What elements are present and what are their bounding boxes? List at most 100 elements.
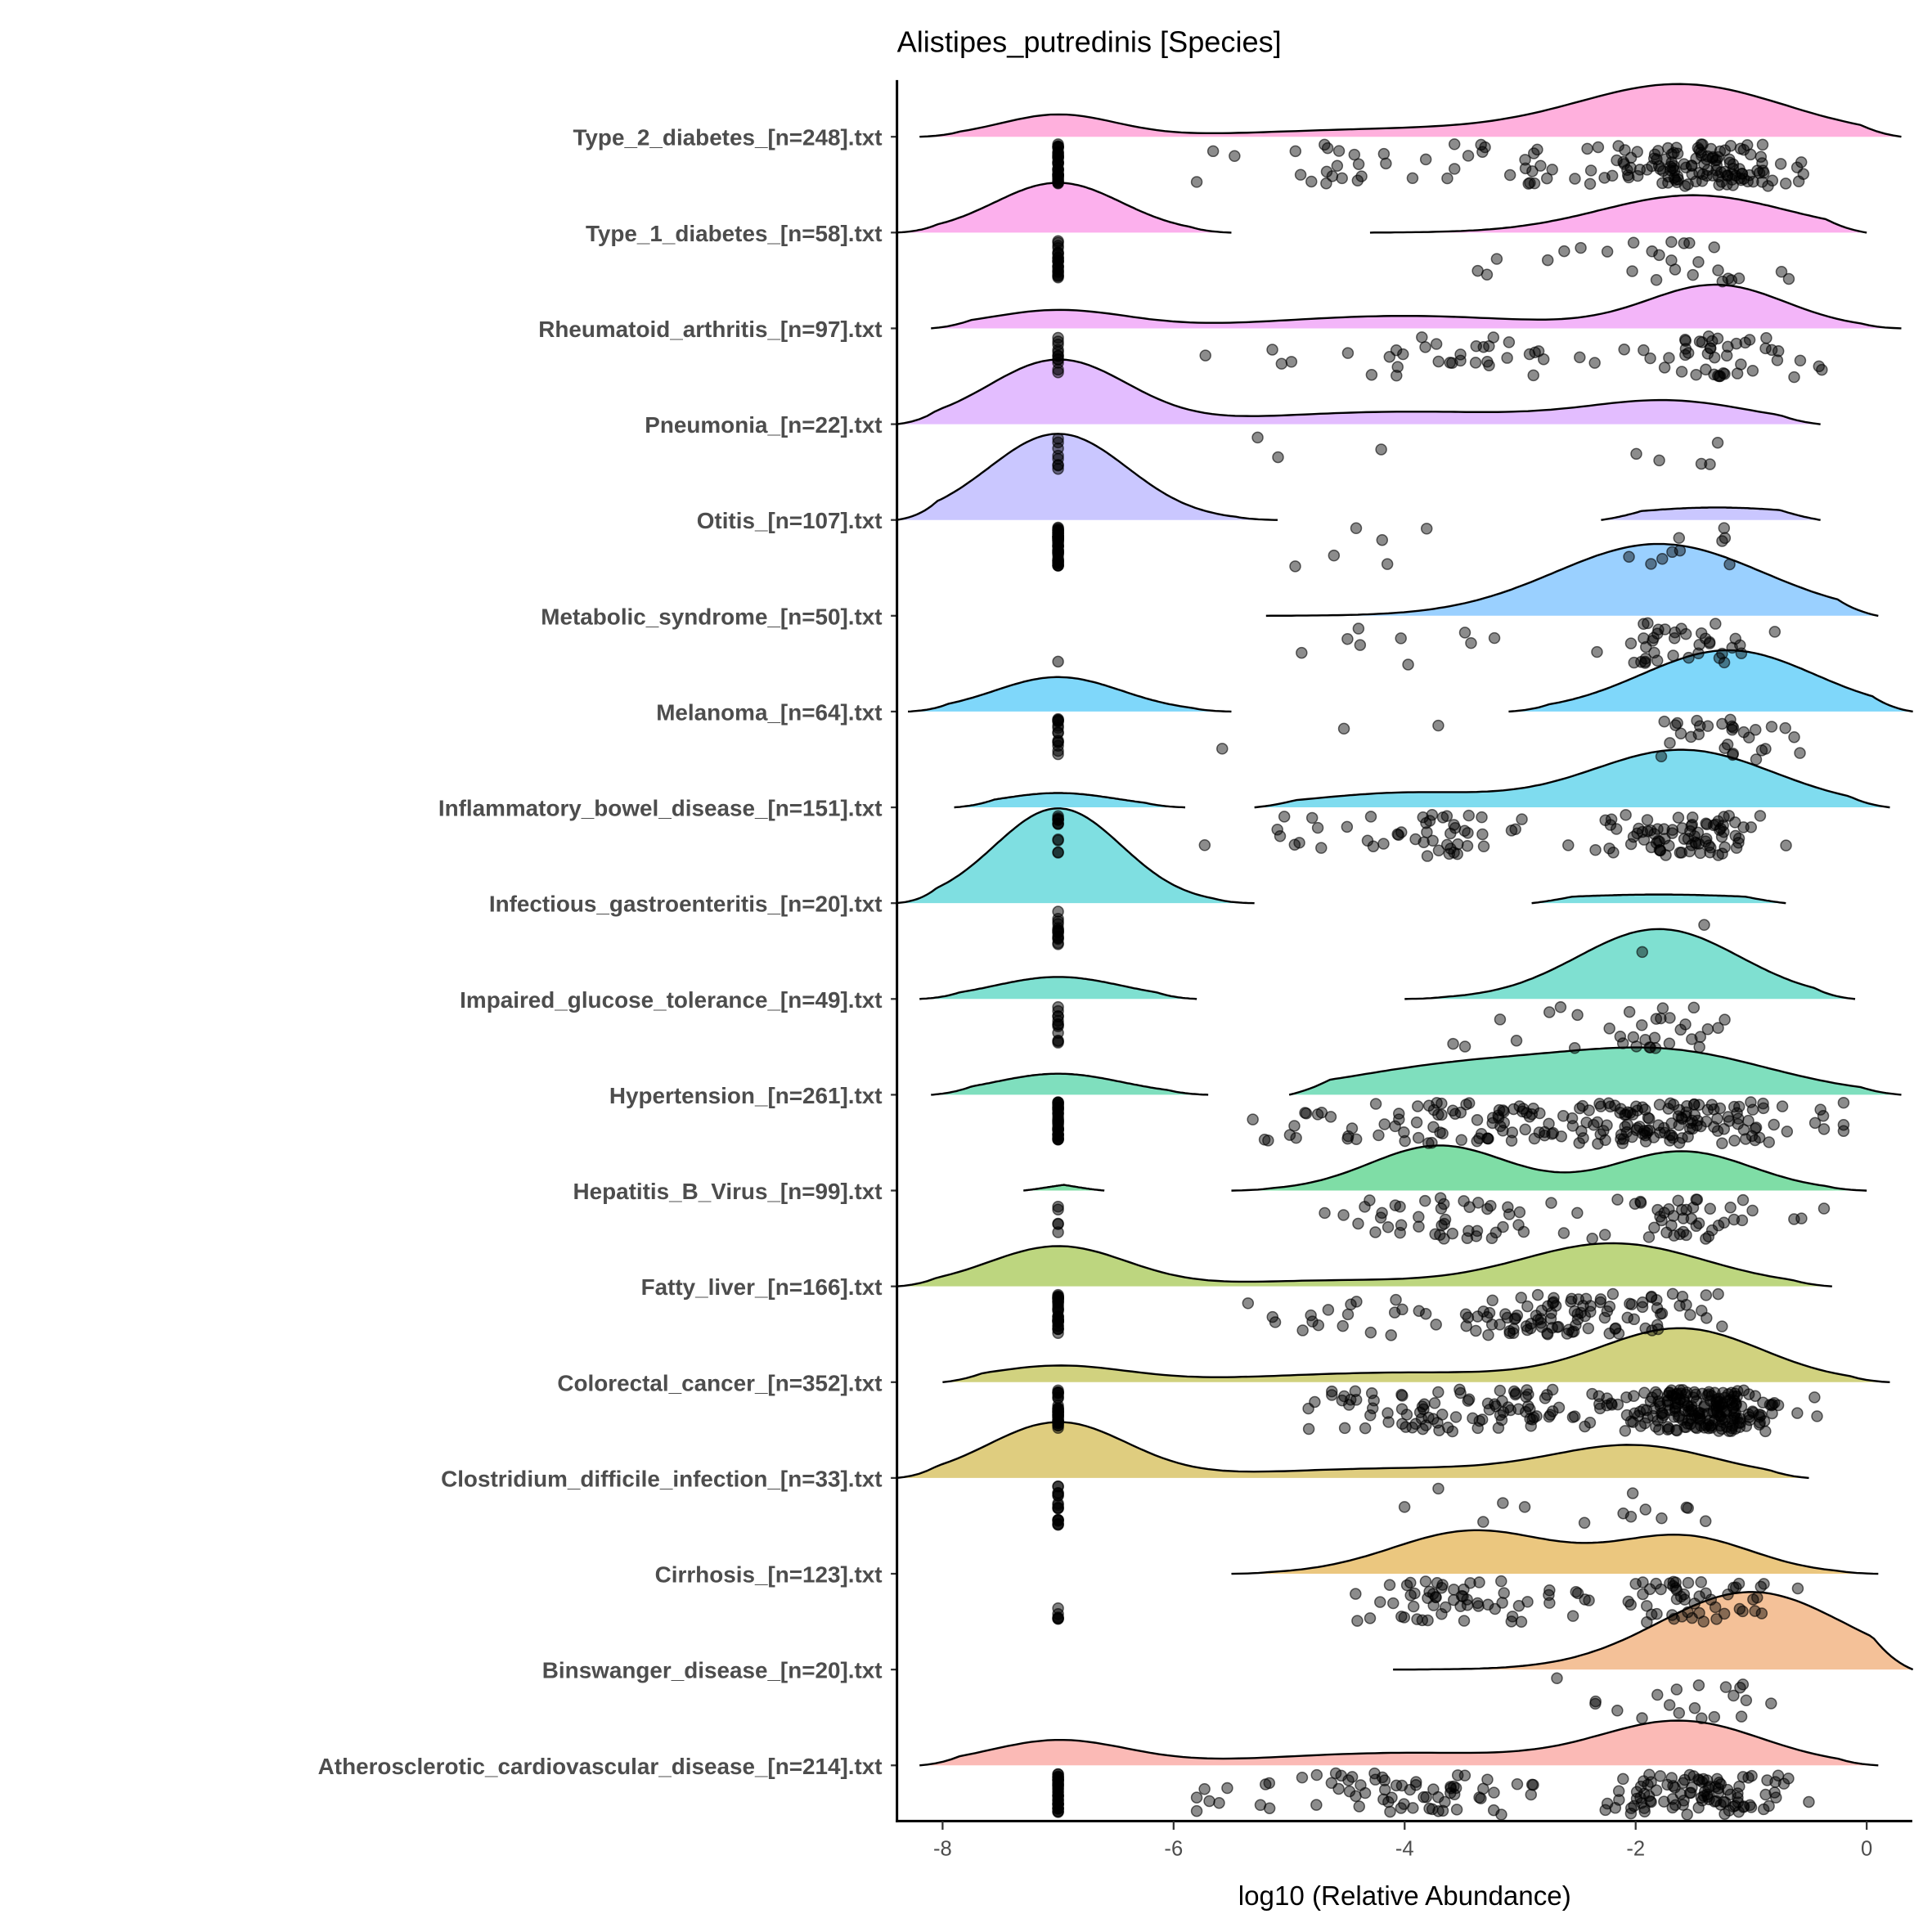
data-point <box>1656 177 1669 190</box>
data-point <box>1757 1396 1769 1409</box>
data-point <box>1623 550 1635 563</box>
data-point <box>1547 1126 1560 1139</box>
data-point <box>1727 748 1739 762</box>
data-point <box>1296 646 1308 659</box>
data-point <box>1754 810 1767 822</box>
data-point <box>1599 814 1611 827</box>
data-point <box>1496 1395 1508 1408</box>
density-fill <box>919 1720 1879 1766</box>
data-point-zero <box>1052 1404 1064 1417</box>
data-point <box>1680 1501 1693 1514</box>
data-point-zero <box>1052 915 1064 928</box>
data-point <box>1716 1320 1728 1332</box>
data-point <box>1705 1422 1718 1434</box>
data-point <box>1716 847 1728 860</box>
data-point <box>1782 272 1795 285</box>
data-point <box>1274 829 1287 842</box>
data-point <box>1448 138 1461 151</box>
data-point <box>1631 169 1644 182</box>
data-point <box>1377 838 1390 850</box>
data-point-zero <box>1052 270 1064 282</box>
data-point <box>1623 171 1635 184</box>
data-point <box>1541 254 1554 267</box>
data-point <box>1640 640 1652 654</box>
data-point <box>1628 1313 1640 1326</box>
data-point-zero <box>1052 235 1064 247</box>
data-point <box>1447 1037 1459 1050</box>
data-point <box>1811 1410 1823 1422</box>
data-point <box>1190 1804 1203 1817</box>
data-point <box>1601 1392 1613 1404</box>
data-point <box>1768 626 1781 638</box>
data-point <box>1757 1102 1770 1115</box>
data-point <box>1266 1310 1278 1323</box>
data-point <box>1578 1516 1591 1530</box>
data-point <box>1571 1313 1584 1326</box>
data-point <box>1618 344 1630 356</box>
data-point-zero <box>1052 353 1064 366</box>
density-line <box>1369 194 1867 234</box>
data-point <box>1667 649 1679 662</box>
data-point <box>1623 1005 1636 1018</box>
data-point <box>1627 830 1640 843</box>
data-point <box>1494 1319 1506 1331</box>
data-point <box>1481 1397 1494 1410</box>
data-point <box>1406 172 1419 185</box>
data-point <box>1415 1413 1428 1425</box>
data-point <box>1374 1596 1386 1608</box>
data-point <box>1712 1786 1725 1799</box>
data-point <box>1699 1515 1712 1527</box>
data-point <box>1285 356 1298 368</box>
data-point-zero <box>1052 363 1064 376</box>
data-point <box>1495 1575 1507 1588</box>
data-point <box>1642 1112 1655 1124</box>
data-point <box>1275 357 1288 370</box>
data-point <box>1735 358 1747 371</box>
data-point <box>1369 1098 1382 1110</box>
density-line <box>907 676 1232 713</box>
data-point <box>1579 1420 1591 1433</box>
data-point <box>1509 823 1521 836</box>
data-point <box>1422 1099 1436 1112</box>
data-point <box>1750 724 1762 736</box>
data-point <box>1377 147 1391 160</box>
data-point <box>1581 142 1593 155</box>
data-point <box>1494 1120 1507 1133</box>
data-point <box>1768 1118 1780 1131</box>
data-point <box>1772 345 1785 357</box>
data-point <box>1541 1328 1554 1341</box>
density-line <box>896 807 1255 905</box>
data-point <box>1720 349 1733 362</box>
data-point <box>1678 334 1692 346</box>
data-point <box>1795 1212 1808 1224</box>
y-tick-label: Fatty_liver_[n=166].txt <box>641 1274 883 1300</box>
data-point <box>1421 850 1434 862</box>
data-point <box>1341 1132 1354 1145</box>
data-point <box>1808 1117 1822 1130</box>
data-point <box>1361 834 1374 847</box>
y-tick-label: Clostridium_difficile_infection_[n=33].t… <box>441 1466 882 1491</box>
data-point <box>1263 1777 1276 1790</box>
data-point <box>1434 1192 1447 1204</box>
data-point <box>1663 1037 1676 1049</box>
data-point <box>1611 1193 1624 1206</box>
data-point <box>1296 1324 1309 1337</box>
data-point <box>1616 1137 1629 1149</box>
data-point <box>1351 1615 1364 1627</box>
data-point <box>1458 1040 1471 1053</box>
data-point <box>1470 1230 1483 1242</box>
data-point <box>1503 1208 1516 1220</box>
data-point <box>1497 1497 1509 1509</box>
data-point <box>1718 1216 1730 1229</box>
data-point <box>1506 1126 1519 1139</box>
data-point <box>1498 1587 1510 1599</box>
data-point <box>1288 838 1301 851</box>
data-point <box>1672 173 1685 186</box>
data-point <box>1792 175 1805 188</box>
data-point <box>1601 1305 1614 1318</box>
data-point <box>1545 1197 1557 1209</box>
data-point <box>1473 1576 1485 1588</box>
data-point <box>1575 241 1587 254</box>
data-point <box>1630 447 1642 461</box>
data-point-zero <box>1052 1489 1064 1502</box>
